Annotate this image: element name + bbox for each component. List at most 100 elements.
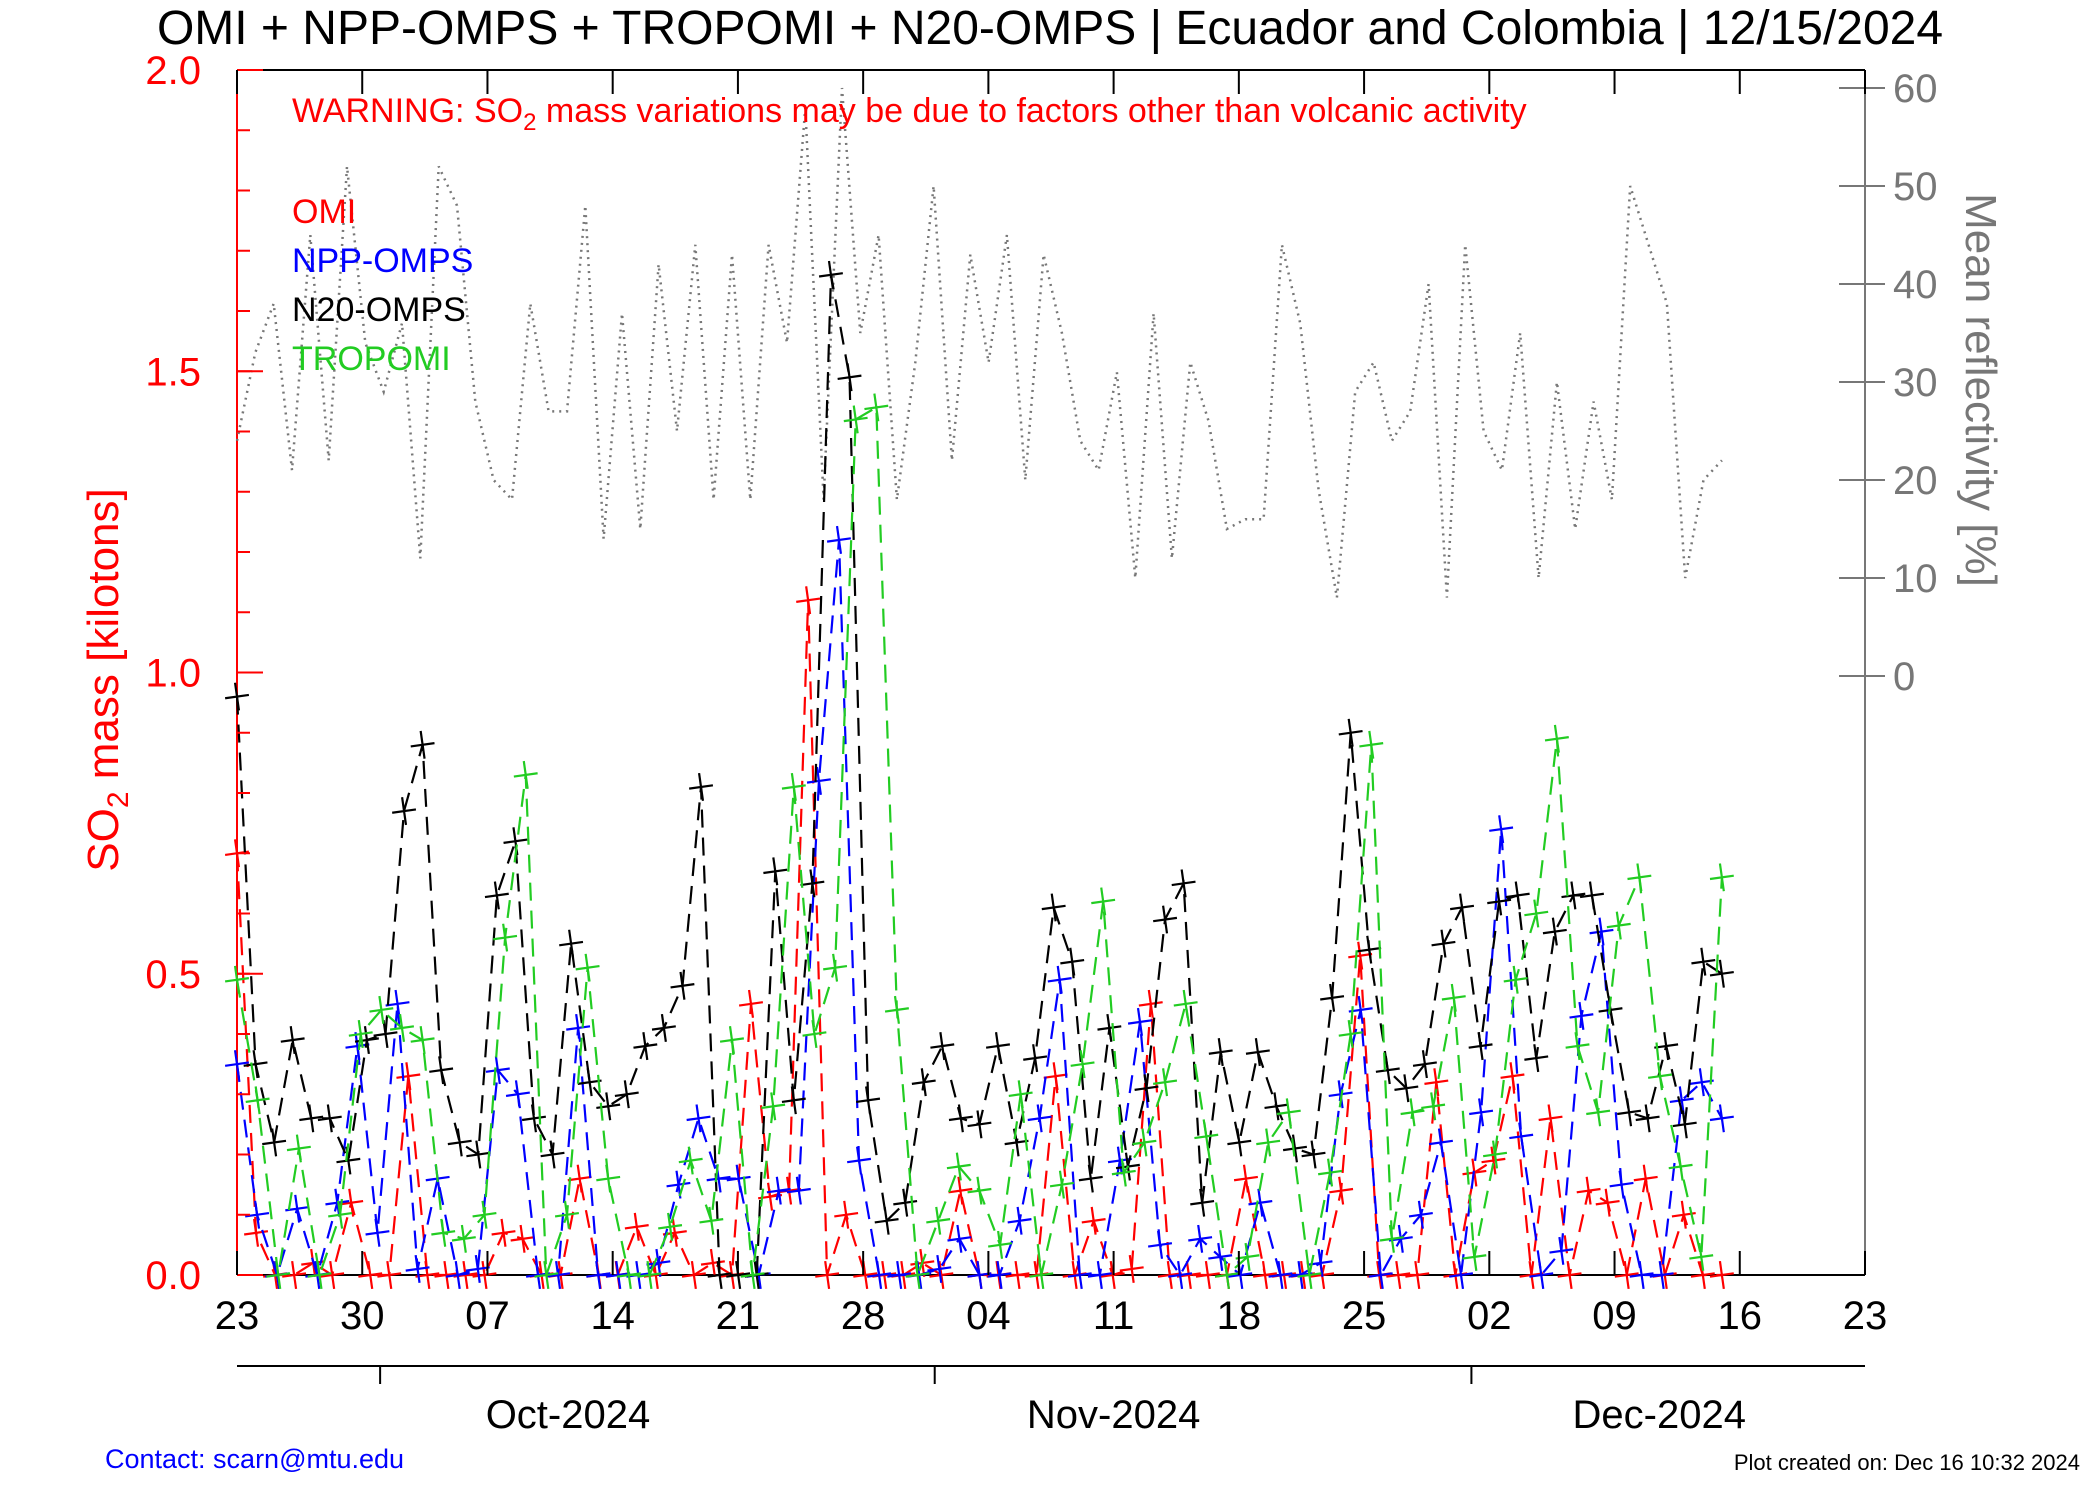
data-point <box>224 1050 250 1079</box>
data-point <box>286 1134 311 1163</box>
data-point <box>505 1080 530 1109</box>
data-point <box>893 1188 918 1217</box>
month-label: Nov-2024 <box>1027 1393 1200 1437</box>
data-point <box>358 1260 383 1290</box>
data-point <box>1538 1104 1563 1133</box>
data-point <box>658 1212 683 1241</box>
data-point <box>1627 863 1652 892</box>
data-point <box>1529 1260 1554 1290</box>
data-point <box>867 1260 892 1290</box>
data-point <box>1606 911 1631 940</box>
data-point <box>1669 1086 1694 1115</box>
data-point <box>429 1056 454 1085</box>
y2-tick-label: 40 <box>1893 263 1938 307</box>
legend: OMI NPP-OMPS N20-OMPS TROPOMI <box>292 193 473 378</box>
data-point <box>1549 1236 1574 1265</box>
data-point <box>1338 718 1363 747</box>
data-point <box>1565 1032 1590 1061</box>
data-point <box>1329 1176 1354 1205</box>
data-point <box>1709 1104 1734 1133</box>
data-point <box>1134 1074 1159 1103</box>
data-point <box>1709 863 1734 892</box>
x-tick-label: 09 <box>1592 1294 1637 1338</box>
contact-text[interactable]: Contact: scarn@mtu.edu <box>105 1444 404 1474</box>
data-point <box>445 1260 470 1290</box>
data-point <box>320 1260 345 1290</box>
data-point <box>410 1026 435 1055</box>
y2-axis-label: Mean reflectivity [%] <box>1956 193 2005 587</box>
y-tick-label: 1.0 <box>145 652 201 696</box>
y-tick-label: 0.0 <box>145 1254 201 1298</box>
data-point <box>1428 1128 1453 1157</box>
data-point <box>1111 1158 1136 1187</box>
data-point <box>1609 1170 1634 1199</box>
data-point <box>485 1056 510 1085</box>
data-point <box>1041 893 1066 922</box>
axes-group: 0.0 0.5 1.0 1.5 2.0 0 10 20 30 40 50 60 23 30 07 14 21 28… <box>145 49 1937 1437</box>
data-point <box>1359 730 1384 759</box>
data-point <box>1629 1260 1654 1290</box>
data-point <box>988 1230 1013 1259</box>
data-point <box>1368 1260 1393 1290</box>
data-point <box>1408 1200 1433 1229</box>
data-point <box>874 1206 899 1235</box>
data-point <box>365 1218 390 1247</box>
data-point <box>224 965 250 994</box>
data-point <box>1348 941 1373 970</box>
data-point <box>1153 1068 1178 1097</box>
reflectivity-line <box>235 87 1723 598</box>
data-point <box>1005 1260 1030 1290</box>
data-point <box>633 1032 658 1061</box>
data-point <box>447 1128 472 1157</box>
data-point <box>1400 1098 1425 1127</box>
data-point <box>1595 1188 1620 1217</box>
y-tick-label: 1.5 <box>145 350 201 394</box>
data-point <box>1503 965 1528 994</box>
data-point <box>948 1104 973 1133</box>
data-point <box>646 1248 671 1277</box>
data-point <box>1007 1206 1032 1235</box>
data-point <box>1173 989 1198 1018</box>
data-point <box>1060 947 1085 976</box>
data-point <box>930 1032 955 1061</box>
y2-tick-label: 60 <box>1893 67 1938 111</box>
data-point <box>1635 1104 1660 1133</box>
data-point <box>1264 1092 1289 1121</box>
data-point <box>1256 1128 1281 1157</box>
chart-title: OMI + NPP-OMPS + TROPOMI + N20-OMPS | Ec… <box>157 2 1943 55</box>
data-point <box>1576 1176 1601 1205</box>
data-point <box>1127 1007 1153 1036</box>
data-point <box>405 1254 430 1283</box>
data-point <box>1647 1062 1673 1091</box>
x-tick-label: 23 <box>215 1294 260 1338</box>
so2-series-group <box>224 260 1734 1290</box>
data-point <box>540 1140 565 1169</box>
data-point <box>299 1104 324 1133</box>
data-point <box>1132 1128 1157 1157</box>
data-point <box>1421 1092 1446 1121</box>
data-point <box>1709 959 1734 988</box>
data-point <box>1394 1074 1419 1103</box>
data-point <box>834 1200 859 1229</box>
data-point <box>377 1260 402 1290</box>
data-point <box>837 363 862 392</box>
data-point <box>818 260 843 289</box>
data-point <box>521 1104 547 1133</box>
data-point <box>1500 1062 1525 1091</box>
data-point <box>1297 1260 1322 1290</box>
legend-item-npp-omps: NPP-OMPS <box>292 242 473 280</box>
x-tick-label: 11 <box>1093 1294 1135 1338</box>
data-point <box>1276 1098 1301 1127</box>
data-point <box>1449 893 1475 922</box>
y2-tick-label: 50 <box>1893 165 1938 209</box>
data-point <box>1691 947 1716 976</box>
month-label: Dec-2024 <box>1573 1393 1746 1437</box>
data-point <box>802 1019 827 1049</box>
data-point <box>1190 1188 1215 1217</box>
y2-tick-label: 30 <box>1893 361 1938 405</box>
y-tick-label: 2.0 <box>145 49 201 93</box>
data-point <box>1689 1068 1714 1097</box>
x-tick-label: 18 <box>1217 1294 1262 1338</box>
data-point <box>396 1062 421 1091</box>
data-point <box>1431 929 1456 958</box>
